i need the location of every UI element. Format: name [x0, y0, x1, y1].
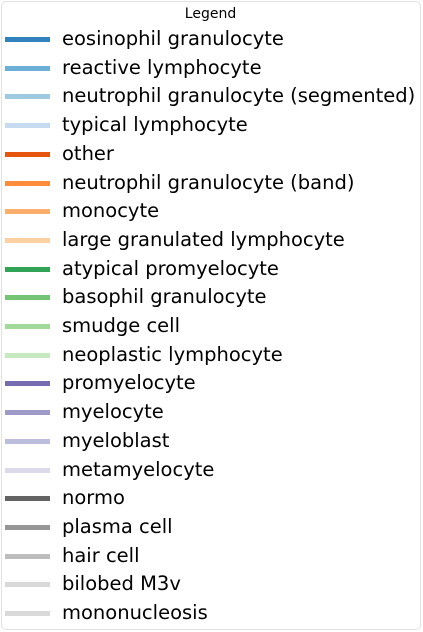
legend-swatch [5, 553, 50, 559]
legend-entry: typical lymphocyte [0, 111, 421, 139]
legend-swatch [5, 237, 50, 243]
legend-entry: metamyelocyte [0, 456, 421, 484]
legend-swatch [5, 94, 50, 100]
legend-label: smudge cell [62, 314, 181, 337]
legend-label: atypical promyelocyte [62, 256, 279, 280]
legend-swatch [5, 324, 50, 329]
legend-label: other [62, 141, 114, 165]
legend-swatch [5, 37, 50, 42]
legend-label: hair cell [62, 543, 140, 567]
legend-label: typical lymphocyte [62, 113, 248, 137]
legend-label: bilobed M3v [62, 572, 181, 596]
legend-entry: bilobed M3v [0, 570, 421, 598]
legend-swatch [5, 65, 50, 71]
legend-label: normo [62, 486, 125, 510]
legend-entry: promyelocyte [0, 369, 421, 397]
legend-entry: neutrophil granulocyte (band) [0, 169, 421, 197]
legend-label: monocyte [62, 199, 160, 223]
legend-swatch [5, 611, 50, 616]
legend-entry: normo [0, 484, 421, 512]
legend-swatch [5, 352, 50, 358]
legend-entry: myelocyte [0, 398, 421, 426]
legend-entry: large granulated lymphocyte [0, 226, 421, 254]
legend-entry: neutrophil granulocyte (segmented) [0, 82, 421, 110]
legend-swatch [5, 467, 50, 473]
legend-entry: plasma cell [0, 513, 421, 541]
legend-label: myeloblast [62, 428, 170, 452]
legend-label: neutrophil granulocyte (band) [62, 170, 355, 194]
legend-label: promyelocyte [62, 371, 196, 395]
legend-label: mononucleosis [62, 601, 208, 624]
legend-entry: smudge cell [0, 312, 421, 340]
legend-swatch [5, 524, 50, 530]
legend-title: Legend [184, 6, 237, 22]
legend-label: myelocyte [62, 400, 164, 424]
legend-swatch [5, 381, 50, 387]
legend-entry: hair cell [0, 542, 421, 570]
legend-swatch [5, 295, 50, 301]
legend-label: basophil granulocyte [62, 285, 267, 309]
legend-label: eosinophil granulocyte [62, 27, 284, 50]
legend-swatch [5, 410, 50, 416]
legend-swatch [5, 123, 50, 129]
legend-swatch [5, 209, 50, 215]
legend-entry: other [0, 140, 421, 168]
legend-label: neutrophil granulocyte (segmented) [62, 84, 416, 108]
legend-swatch [5, 151, 50, 157]
legend-entry: eosinophil granulocyte [0, 25, 421, 53]
legend-entry: mononucleosis [0, 599, 421, 627]
legend-swatch [5, 438, 50, 444]
legend-entry: myeloblast [0, 427, 421, 455]
legend-label: reactive lymphocyte [62, 55, 262, 79]
legend-swatch [5, 582, 50, 588]
legend-entry: monocyte [0, 197, 421, 225]
legend-label: large granulated lymphocyte [62, 227, 345, 251]
legend-label: metamyelocyte [62, 457, 215, 481]
legend-label: plasma cell [62, 514, 173, 538]
legend-swatch [5, 266, 50, 272]
legend-label: neoplastic lymphocyte [62, 342, 283, 366]
legend-entry: reactive lymphocyte [0, 54, 421, 82]
legend-swatch [5, 496, 50, 502]
legend-entry: neoplastic lymphocyte [0, 341, 421, 369]
legend-swatch [5, 180, 50, 186]
legend-entry: atypical promyelocyte [0, 255, 421, 283]
legend-entry: basophil granulocyte [0, 283, 421, 311]
